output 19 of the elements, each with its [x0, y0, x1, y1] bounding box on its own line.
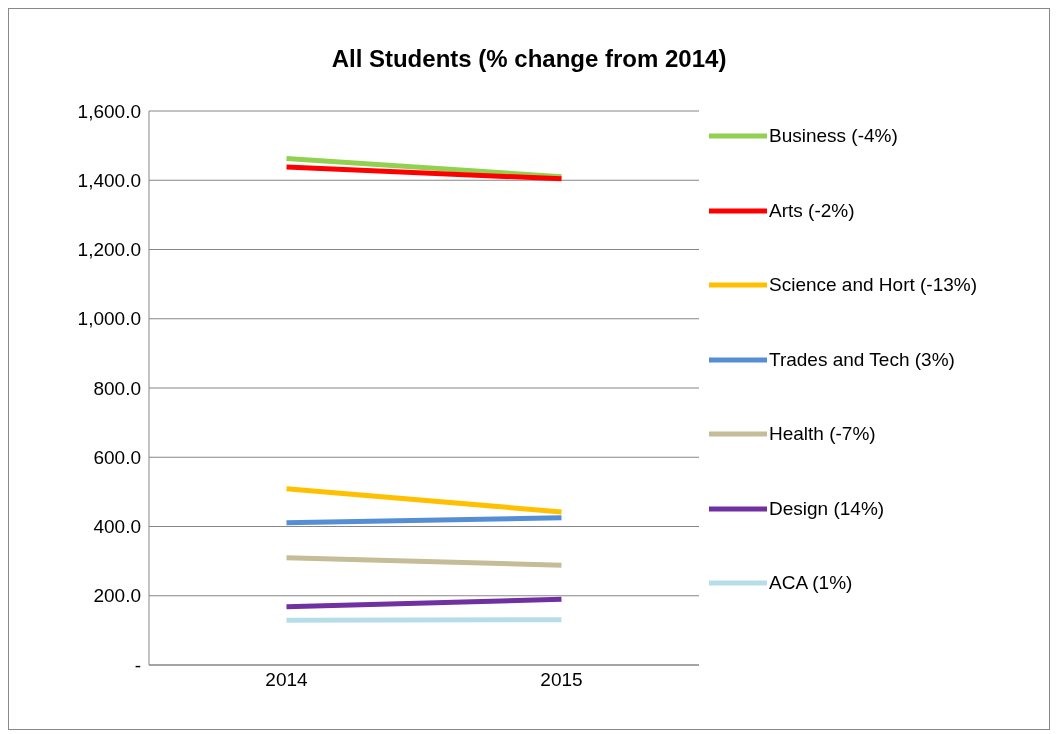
- legend-label: Arts (-2%): [769, 199, 855, 222]
- y-tick-label: -: [134, 654, 141, 676]
- y-tick-label: 1,400.0: [77, 169, 141, 191]
- y-tick-label: 1,000.0: [77, 308, 141, 330]
- y-tick-label: 600.0: [93, 446, 141, 468]
- y-tick-label: 400.0: [93, 516, 141, 538]
- legend-label: Business (-4%): [769, 125, 898, 148]
- chart-title: All Students (% change from 2014): [330, 44, 728, 74]
- y-tick-label: 200.0: [93, 585, 141, 607]
- legend-label: Trades and Tech (3%): [769, 348, 955, 371]
- y-tick-label: 1,600.0: [77, 100, 141, 122]
- x-tick-label: 2014: [265, 669, 309, 691]
- legend-label: Science and Hort (-13%): [769, 274, 978, 297]
- legend-label: Health (-7%): [769, 423, 876, 446]
- y-tick-label: 1,200.0: [77, 239, 141, 261]
- x-tick-label: 2015: [540, 669, 583, 691]
- legend-label: ACA (1%): [769, 572, 853, 595]
- legend-label: Design (14%): [769, 497, 885, 520]
- y-tick-label: 800.0: [93, 377, 141, 399]
